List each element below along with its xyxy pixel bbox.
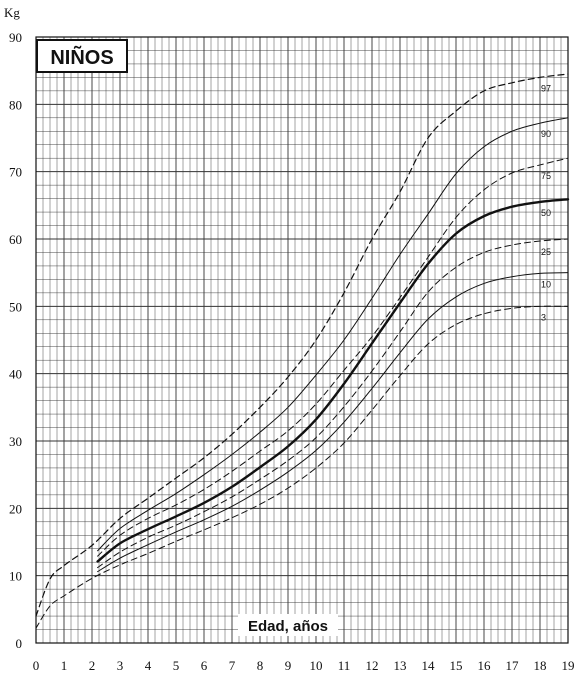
x-tick-label: 8 (257, 658, 264, 673)
x-tick-label: 17 (506, 658, 520, 673)
series-line-p10 (97, 272, 569, 573)
y-tick-label: 40 (9, 367, 22, 382)
x-tick-label: 5 (173, 658, 180, 673)
series-label-p10: 10 (541, 279, 551, 289)
y-tick-label: 70 (9, 165, 22, 180)
x-tick-label: 4 (145, 658, 152, 673)
y-tick-label: 20 (9, 501, 22, 516)
series-line-p97 (35, 73, 569, 617)
grid (35, 36, 569, 644)
series-label-p90: 90 (541, 129, 551, 139)
y-tick-label: 60 (9, 232, 22, 247)
series-label-p75: 75 (541, 171, 551, 181)
x-tick-label: 11 (338, 658, 351, 673)
x-axis-label-bg (238, 614, 338, 636)
chart-title: NIÑOS (50, 46, 113, 69)
x-axis-label: Edad, años (248, 618, 328, 635)
series-line-p25 (97, 238, 569, 569)
plot-frame (35, 36, 569, 644)
x-tick-label: 12 (366, 658, 379, 673)
series-line-p3 (35, 305, 569, 629)
series-label-p3: 3 (541, 312, 546, 322)
x-tick-label: 3 (117, 658, 124, 673)
series-lines (35, 73, 570, 629)
x-tick-label: 18 (534, 658, 547, 673)
series-line-p50 (96, 198, 570, 563)
y-tick-label: 50 (9, 299, 22, 314)
x-tick-label: 1 (61, 658, 68, 673)
title-box-frame (36, 39, 128, 73)
x-tick-label: 7 (229, 658, 236, 673)
series-line-p75 (97, 157, 569, 557)
percentile-labels: 97 90 75 50 25 10 3 (541, 83, 551, 322)
y-tick-label: 0 (16, 636, 23, 651)
x-tick-label: 2 (89, 658, 96, 673)
x-tick-label: 19 (562, 658, 575, 673)
x-tick-label: 0 (33, 658, 40, 673)
series-label-p97: 97 (541, 83, 551, 93)
x-tick-label: 9 (285, 658, 292, 673)
series-label-p50: 50 (541, 208, 551, 218)
x-tick-label: 14 (422, 658, 436, 673)
y-tick-label: 90 (9, 30, 22, 45)
x-tick-label: 13 (394, 658, 407, 673)
tick-labels: 0 1 2 3 4 5 6 7 8 9 10 11 12 13 14 15 16 17 18 190102030405… (9, 30, 575, 673)
x-tick-label: 10 (310, 658, 323, 673)
x-tick-label: 15 (450, 658, 463, 673)
series-label-p25: 25 (541, 247, 551, 257)
y-tick-label: 30 (9, 434, 22, 449)
series-line-p90 (97, 117, 569, 552)
y-tick-label: 10 (9, 569, 22, 584)
plot-border (35, 36, 569, 644)
y-tick-label: 80 (9, 97, 22, 112)
title-box: NIÑOS (36, 39, 128, 73)
y-axis-unit-label: Kg (4, 5, 20, 20)
x-tick-label: 16 (478, 658, 492, 673)
x-tick-label: 6 (201, 658, 208, 673)
